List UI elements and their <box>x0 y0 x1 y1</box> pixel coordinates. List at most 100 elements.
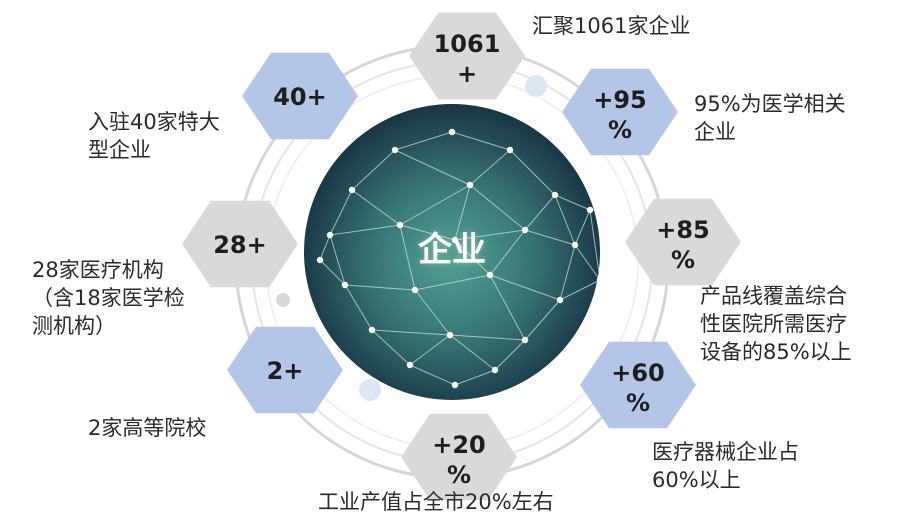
mesh-link <box>319 259 346 286</box>
hex-value-line1: +95 <box>593 86 647 114</box>
mesh-node <box>596 276 604 284</box>
hex-value-line2: % <box>626 389 650 417</box>
mesh-node <box>391 146 399 154</box>
mesh-link <box>344 284 373 331</box>
mesh-node <box>451 236 459 244</box>
mesh-link <box>371 329 451 336</box>
mesh-link <box>344 284 416 291</box>
mesh-link <box>351 149 396 191</box>
hex-value-line2: % <box>608 116 632 144</box>
mesh-link <box>454 369 496 386</box>
mesh-node <box>316 256 324 264</box>
hex-node-left: 28+ <box>182 200 298 288</box>
center-label: 企业 <box>418 230 486 270</box>
mesh-link <box>409 364 456 386</box>
mesh-node <box>521 336 529 344</box>
label-left: 28家医疗机构 （含18家医学检 测机构） <box>32 258 185 338</box>
mesh-link <box>489 274 526 341</box>
mesh-link <box>399 224 416 291</box>
hex-node-bottom: +20% <box>401 413 517 501</box>
mesh-link <box>454 184 471 241</box>
hexagon-shape <box>182 200 298 288</box>
label-upper-left: 入驻40家特大 型企业 <box>88 110 220 162</box>
mesh-link <box>451 131 511 151</box>
mesh-link <box>574 209 591 246</box>
mesh-link <box>559 279 601 301</box>
mesh-link <box>329 234 346 286</box>
mesh-node <box>446 331 454 339</box>
mesh-link <box>469 149 511 186</box>
hexagon-shape <box>242 52 358 140</box>
label-upper-right: 95%为医学相关 企业 <box>694 92 846 144</box>
mesh-node <box>451 381 459 389</box>
mesh-node <box>466 181 474 189</box>
mesh-node <box>556 296 564 304</box>
network-mesh <box>316 128 604 389</box>
mesh-node <box>521 226 529 234</box>
mesh-link <box>329 224 401 236</box>
hex-value-line1: 28+ <box>213 231 267 259</box>
center-globe <box>304 104 604 400</box>
mesh-link <box>489 229 526 276</box>
hexagon-shape <box>625 198 741 286</box>
mesh-node <box>586 206 594 214</box>
hex-value-line2: + <box>457 60 477 88</box>
mesh-node <box>506 146 514 154</box>
mesh-link <box>371 329 411 366</box>
mesh-link <box>394 149 471 186</box>
mesh-link <box>414 289 451 336</box>
mesh-link <box>554 194 591 211</box>
label-lower-right: 医疗器械企业占 60%以上 <box>652 440 799 492</box>
mesh-link <box>454 239 491 276</box>
hexagon-shape <box>409 12 525 100</box>
mesh-link <box>414 274 491 291</box>
mesh-node <box>411 286 419 294</box>
mesh-link <box>494 339 526 371</box>
mesh-link <box>399 224 456 241</box>
mesh-link <box>329 189 353 236</box>
mesh-link <box>399 184 471 226</box>
ring-dots <box>276 75 547 401</box>
hexagon-shape <box>580 341 696 429</box>
hex-node-upper-right: +95% <box>562 68 678 156</box>
hex-node-right: +85% <box>625 198 741 286</box>
mesh-node <box>406 361 414 369</box>
mesh-link <box>574 244 601 281</box>
hex-node-lower-right: +60% <box>580 341 696 429</box>
mesh-link <box>489 274 561 301</box>
label-right: 产品线覆盖综合 性医院所需医疗 设备的85%以上 <box>700 284 852 364</box>
mesh-node <box>341 281 349 289</box>
mesh-link <box>469 184 526 231</box>
hex-node-top: 1061+ <box>409 12 525 100</box>
hexagon-shape <box>227 326 343 414</box>
mesh-link <box>589 209 601 281</box>
mesh-node <box>486 271 494 279</box>
mesh-node <box>326 231 334 239</box>
hex-value-line1: 1061 <box>434 30 501 58</box>
hex-value-line1: +20 <box>432 431 486 459</box>
mesh-link <box>449 334 496 371</box>
mesh-link <box>554 194 576 246</box>
mesh-node <box>396 221 404 229</box>
mesh-node <box>448 128 456 136</box>
hexagon-nodes: 1061++95%+85%+60%+20%2+28+40+ <box>182 12 741 501</box>
mesh-node <box>348 186 356 194</box>
mesh-link <box>524 194 556 231</box>
mesh-link <box>509 149 556 196</box>
hex-value-line1: 2+ <box>267 357 304 385</box>
hexagon-shape <box>562 68 678 156</box>
hexagon-shape <box>401 413 517 501</box>
hex-value-line1: 40+ <box>273 83 327 111</box>
mesh-node <box>491 366 499 374</box>
hex-value-line2: % <box>671 246 695 274</box>
label-lower-left: 2家高等院校 <box>88 416 207 440</box>
hex-value-line1: +60 <box>611 359 665 387</box>
hex-node-upper-left: 40+ <box>242 52 358 140</box>
mesh-link <box>524 299 561 341</box>
mesh-link <box>394 131 453 151</box>
hex-value-line2: % <box>447 461 471 489</box>
mesh-link <box>524 229 576 246</box>
mesh-node <box>571 241 579 249</box>
mesh-node <box>551 191 559 199</box>
